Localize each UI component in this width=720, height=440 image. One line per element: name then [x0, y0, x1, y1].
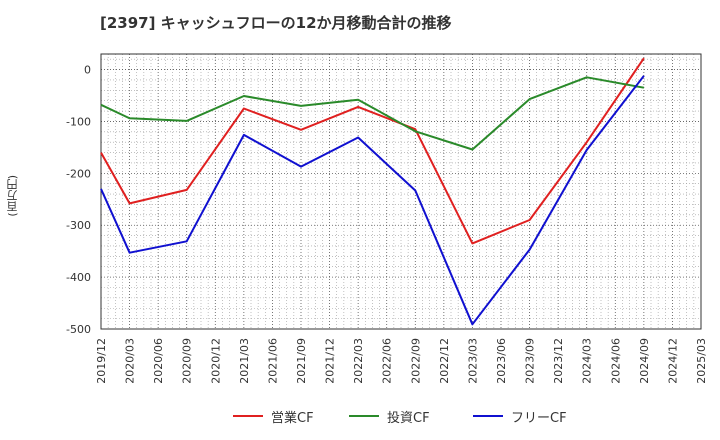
x-tick-label: 2021/09 [295, 338, 308, 384]
x-tick-label: 2024/06 [609, 338, 622, 384]
legend-label-investing-cf: 投資CF [387, 410, 430, 426]
y-tick-label: -300 [66, 219, 91, 232]
x-tick-label: 2024/12 [666, 338, 679, 384]
y-tick-label: -100 [66, 115, 91, 128]
x-tick-label: 2020/09 [181, 338, 194, 384]
legend: 営業CF 投資CF フリーCF [0, 404, 720, 428]
x-tick-label: 2025/03 [695, 338, 708, 384]
x-tick-label: 2019/12 [95, 338, 108, 384]
x-tick-label: 2021/12 [324, 338, 337, 384]
legend-item-free-cf: フリーCF [473, 404, 567, 428]
x-tick-label: 2022/12 [438, 338, 451, 384]
legend-label-operating-cf: 営業CF [271, 410, 314, 426]
plot-frame [100, 53, 702, 330]
x-tick-label: 2023/03 [466, 338, 479, 384]
x-tick-label: 2022/06 [381, 338, 394, 384]
legend-item-operating-cf: 営業CF [233, 404, 314, 428]
investing-cf-line [100, 76, 645, 151]
legend-item-investing-cf: 投資CF [349, 404, 430, 428]
legend-swatch-investing-cf [349, 415, 379, 417]
legend-swatch-free-cf [473, 415, 503, 417]
x-tick-label: 2022/03 [352, 338, 365, 384]
x-tick-label: 2023/12 [552, 338, 565, 384]
y-tick-label: -200 [66, 167, 91, 180]
x-tick-label: 2024/09 [638, 338, 651, 384]
legend-swatch-operating-cf [233, 415, 263, 417]
y-tick-label: 0 [84, 64, 91, 77]
x-tick-label: 2022/09 [409, 338, 422, 384]
x-tick-label: 2020/03 [124, 338, 137, 384]
x-tick-label: 2020/12 [209, 338, 222, 384]
y-tick-label: -500 [66, 323, 91, 336]
y-tick-label: -400 [66, 271, 91, 284]
free-cf-line [100, 75, 645, 326]
chart-title: [2397] キャッシュフローの12か月移動合計の推移 [100, 14, 452, 32]
x-tick-label: 2021/06 [266, 338, 279, 384]
operating-cf-line [100, 57, 645, 245]
legend-label-free-cf: フリーCF [511, 410, 567, 426]
x-tick-label: 2023/09 [524, 338, 537, 384]
x-tick-label: 2020/06 [152, 338, 165, 384]
x-tick-label: 2023/06 [495, 338, 508, 384]
x-tick-label: 2024/03 [581, 338, 594, 384]
x-tick-label: 2021/03 [238, 338, 251, 384]
